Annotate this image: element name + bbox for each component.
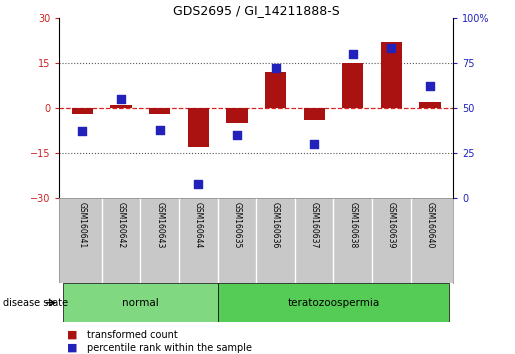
- Bar: [63, 283, 217, 322]
- Text: GSM160635: GSM160635: [232, 202, 242, 249]
- Text: ■: ■: [67, 330, 77, 339]
- Point: [78, 129, 87, 134]
- Bar: [303, 108, 325, 120]
- Point: [117, 96, 125, 102]
- Text: normal: normal: [122, 298, 159, 308]
- Text: GSM160642: GSM160642: [116, 202, 126, 249]
- Point: [349, 51, 357, 57]
- Text: GSM160640: GSM160640: [425, 202, 435, 249]
- Text: GSM160643: GSM160643: [155, 202, 164, 249]
- Point: [426, 84, 434, 89]
- Point: [233, 132, 241, 138]
- Text: GSM160637: GSM160637: [310, 202, 319, 249]
- Point: [387, 46, 396, 51]
- Bar: [149, 108, 170, 114]
- Text: GSM160639: GSM160639: [387, 202, 396, 249]
- Text: transformed count: transformed count: [87, 330, 177, 339]
- Bar: [342, 63, 364, 108]
- Text: disease state: disease state: [3, 298, 67, 308]
- Text: percentile rank within the sample: percentile rank within the sample: [87, 343, 251, 353]
- Point: [310, 141, 318, 147]
- Text: ■: ■: [67, 343, 77, 353]
- Text: teratozoospermia: teratozoospermia: [287, 298, 380, 308]
- Text: GSM160636: GSM160636: [271, 202, 280, 249]
- Bar: [187, 108, 209, 147]
- Point: [271, 65, 280, 71]
- Text: GSM160644: GSM160644: [194, 202, 203, 249]
- Bar: [381, 42, 402, 108]
- Point: [194, 181, 202, 187]
- Bar: [110, 105, 132, 108]
- Point: [156, 127, 164, 132]
- Text: GSM160641: GSM160641: [78, 202, 87, 249]
- Bar: [72, 108, 93, 114]
- Bar: [226, 108, 248, 123]
- Title: GDS2695 / GI_14211888-S: GDS2695 / GI_14211888-S: [173, 4, 339, 17]
- Bar: [265, 72, 286, 108]
- Bar: [217, 283, 449, 322]
- Text: GSM160638: GSM160638: [348, 202, 357, 249]
- Bar: [419, 102, 441, 108]
